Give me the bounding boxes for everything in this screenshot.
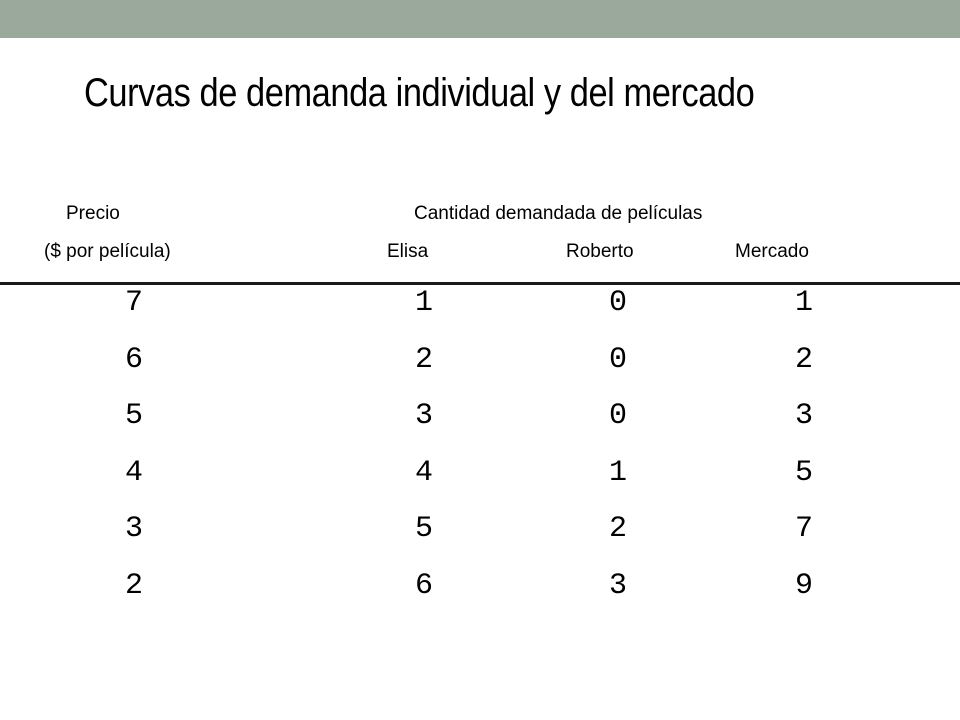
header-divider	[0, 282, 960, 285]
price-cell: 5	[124, 399, 143, 433]
price-cell: 7	[124, 286, 143, 320]
table-row: 5 3 0 3	[0, 401, 960, 458]
table-row: 6 2 0 2	[0, 345, 960, 402]
price-cell: 3	[124, 512, 143, 546]
mercado-cell: 3	[794, 399, 813, 433]
table-row: 4 4 1 5	[0, 458, 960, 515]
mercado-cell: 9	[794, 568, 813, 603]
elisa-cell: 2	[414, 342, 433, 377]
mercado-cell: 2	[794, 342, 813, 377]
elisa-cell: 3	[414, 399, 433, 433]
table-row: 7 1 0 1	[0, 288, 960, 345]
slide-title: Curvas de demanda individual y del merca…	[84, 71, 755, 115]
price-header: Precio	[66, 203, 120, 224]
table-row: 2 6 3 9	[0, 571, 960, 628]
elisa-cell: 1	[414, 286, 433, 320]
table-row: 3 5 2 7	[0, 514, 960, 571]
roberto-cell: 3	[608, 568, 627, 603]
roberto-cell: 0	[608, 286, 627, 320]
elisa-cell: 4	[414, 455, 433, 490]
column-header-roberto: Roberto	[566, 241, 634, 262]
column-header-mercado: Mercado	[735, 241, 809, 262]
roberto-cell: 0	[608, 342, 627, 377]
elisa-cell: 5	[414, 512, 433, 546]
table-body: 7 1 0 1 6 2 0 2 5 3 0 3 4 4 1 5	[0, 288, 960, 627]
roberto-cell: 2	[608, 512, 627, 546]
price-unit-header: ($ por película)	[44, 241, 171, 262]
mercado-cell: 1	[794, 286, 813, 320]
mercado-cell: 7	[794, 512, 813, 546]
mercado-cell: 5	[794, 455, 813, 490]
column-header-elisa: Elisa	[387, 241, 429, 262]
quantity-header: Cantidad demandada de películas	[414, 203, 703, 224]
top-accent-bar	[0, 0, 960, 38]
price-cell: 2	[124, 568, 143, 603]
roberto-cell: 1	[608, 455, 627, 490]
roberto-cell: 0	[608, 399, 627, 433]
elisa-cell: 6	[414, 568, 433, 603]
price-cell: 6	[124, 342, 143, 377]
price-cell: 4	[124, 455, 143, 490]
